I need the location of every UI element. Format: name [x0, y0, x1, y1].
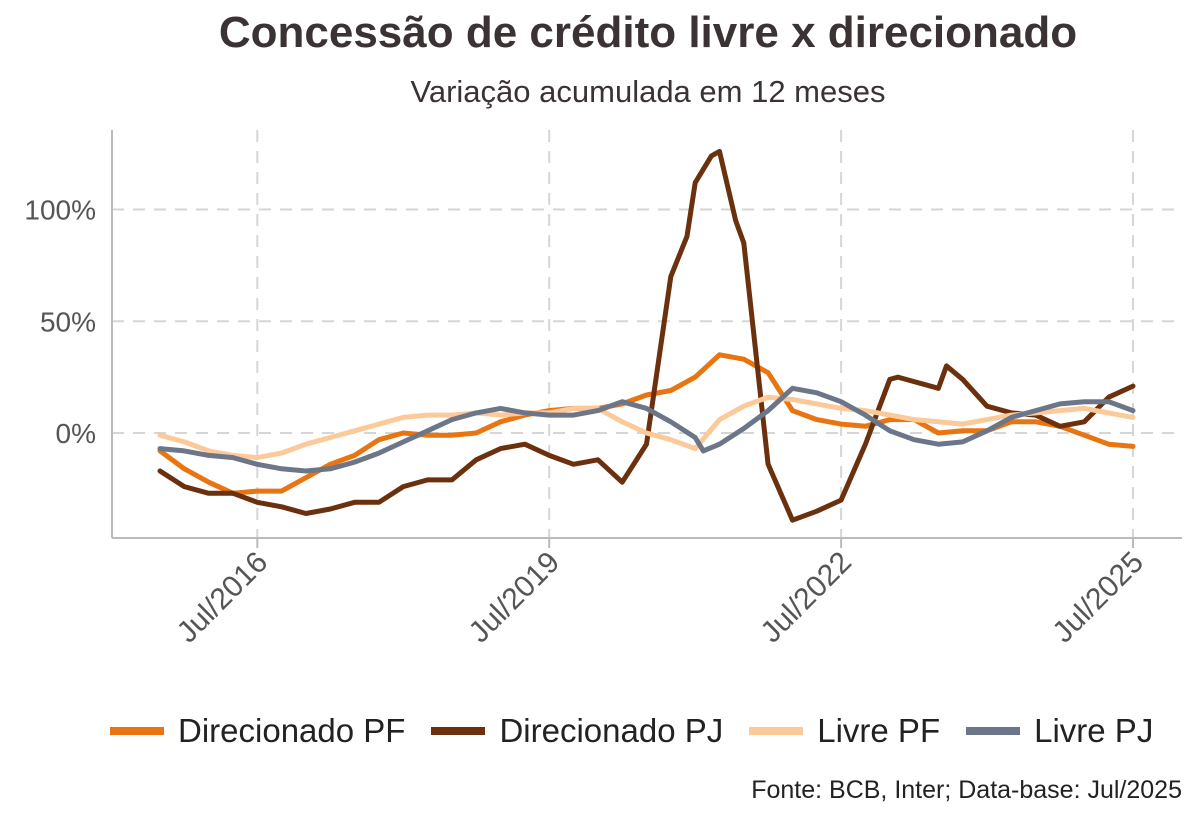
x-tick-label: Jul/2022 — [755, 546, 859, 650]
y-axis-ticks: 0% 50% 100% — [24, 195, 96, 450]
chart-subtitle: Variação acumulada em 12 meses — [410, 74, 886, 109]
series-line-direcionado-pj — [157, 148, 1136, 523]
x-tick-label: Jul/2016 — [171, 546, 275, 650]
legend-label-livre-pf: Livre PF — [817, 712, 941, 749]
y-tick-label: 50% — [40, 306, 96, 337]
chart-title: Concessão de crédito livre x direcionado — [218, 8, 1078, 57]
series-lines — [157, 148, 1136, 523]
source-note: Fonte: BCB, Inter; Data-base: Jul/2025 — [751, 776, 1182, 804]
y-tick-label: 0% — [56, 418, 96, 449]
x-axis-ticks: Jul/2016 Jul/2019 Jul/2022 Jul/2025 — [171, 546, 1150, 650]
series-line-livre-pj — [157, 385, 1136, 474]
line-chart: 0%50%100% Jul/2016 Jul/2019 Jul/2022 Jul/20… — [24, 130, 1182, 650]
legend-label-direcionado-pj: Direcionado PJ — [499, 712, 724, 749]
legend-item-direcionado-pj: Direcionado PJ — [431, 712, 723, 750]
legend-swatch-direcionado-pf — [110, 727, 164, 735]
x-tick-label: Jul/2025 — [1046, 546, 1150, 650]
legend-item-direcionado-pf: Direcionado PF — [110, 712, 405, 750]
legend-swatch-livre-pj — [966, 727, 1021, 735]
legend-label-livre-pj: Livre PJ — [1034, 712, 1154, 749]
grid-lines — [112, 130, 1182, 538]
legend-swatch-direcionado-pj — [431, 727, 486, 735]
legend-item-livre-pj: Livre PJ — [966, 712, 1153, 750]
legend-label-direcionado-pf: Direcionado PF — [178, 712, 406, 749]
axes — [111, 130, 1182, 548]
legend-swatch-livre-pf — [749, 727, 804, 735]
y-tick-label: 100% — [24, 195, 96, 226]
series-line-livre-pf — [157, 394, 1136, 461]
legend: Direcionado PF Direcionado PJ Livre PF L… — [110, 712, 1179, 750]
x-tick-label: Jul/2019 — [463, 546, 567, 650]
legend-item-livre-pf: Livre PF — [749, 712, 940, 750]
